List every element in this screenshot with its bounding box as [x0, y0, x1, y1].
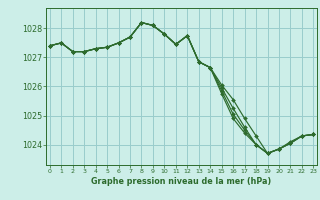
- X-axis label: Graphe pression niveau de la mer (hPa): Graphe pression niveau de la mer (hPa): [92, 177, 272, 186]
